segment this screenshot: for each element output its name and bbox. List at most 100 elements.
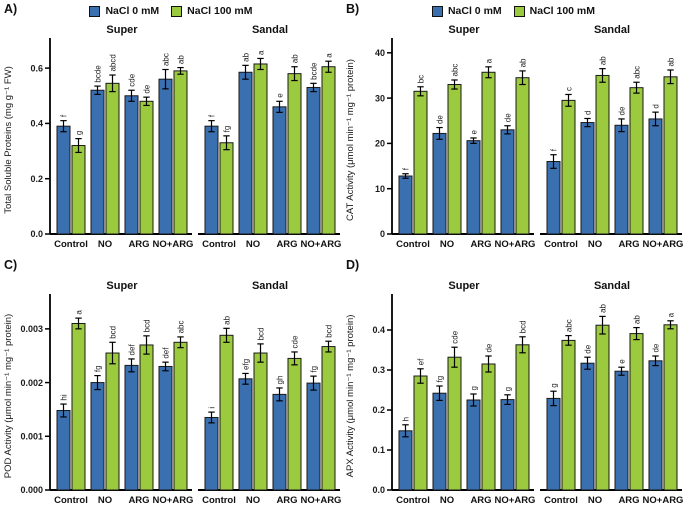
- legend-swatch-nacl100-icon: [171, 5, 183, 17]
- x-category-label: Control: [396, 495, 430, 506]
- bar: [287, 357, 302, 491]
- sig-label: ab: [519, 58, 528, 67]
- y-tick-label: 0.0: [372, 485, 385, 495]
- bar: [90, 89, 105, 235]
- sig-label: f: [402, 167, 411, 170]
- legend: NaCl 0 mM NaCl 100 mM: [89, 5, 253, 17]
- sig-label: e: [276, 93, 285, 98]
- bar: [105, 82, 120, 235]
- bar: [71, 322, 86, 491]
- y-tick-label: 0.4: [30, 119, 43, 129]
- bar: [413, 375, 428, 491]
- x-category-label: ARG: [276, 239, 297, 250]
- sig-label: bcde: [94, 65, 103, 83]
- sig-label: ab: [291, 54, 300, 63]
- x-category-label: NO: [98, 239, 112, 250]
- bar: [321, 66, 336, 235]
- y-axis-title: APX Activity (μmol min⁻¹ mg⁻¹ protein): [345, 315, 356, 478]
- bar: [413, 90, 428, 235]
- y-tick-label: 0.6: [30, 63, 43, 73]
- sig-label: f: [208, 114, 217, 117]
- legend-swatch-nacl100-icon: [513, 5, 525, 17]
- bar: [105, 352, 120, 491]
- facet-title: Super: [448, 280, 480, 292]
- legend-swatch-nacl0-icon: [431, 5, 443, 17]
- bar: [139, 344, 154, 491]
- x-category-label: NO+ARG: [301, 495, 342, 506]
- bar: [398, 430, 413, 491]
- bar: [158, 78, 173, 235]
- bar: [595, 324, 610, 491]
- bar: [173, 70, 188, 235]
- y-tick-label: 0.2: [30, 174, 43, 184]
- sig-label: efg: [242, 359, 251, 370]
- bar: [56, 125, 71, 235]
- sig-label: ab: [599, 56, 608, 65]
- sig-label: de: [504, 113, 513, 122]
- sig-label: cde: [291, 335, 300, 348]
- y-axis-title: CAT Activity (μmol min⁻¹ mg⁻¹ protein): [345, 59, 356, 221]
- y-tick-label: 0.001: [20, 431, 43, 441]
- bar: [238, 378, 253, 491]
- panel-d-chart: 0.0 0.1 0.2 0.3 0.4 APX Activity (μmol min⁻¹ …: [345, 280, 683, 506]
- bar: [561, 339, 576, 491]
- y-tick-label: 0.0: [30, 229, 43, 239]
- bar: [398, 175, 413, 235]
- x-category-label: NO+ARG: [495, 239, 536, 250]
- bar: [204, 125, 219, 235]
- bar: [500, 399, 515, 491]
- panel-c: C) 0.000 0.001 0.002 0.003 POD Activity (μmo…: [0, 256, 342, 512]
- x-category-label: ARG: [618, 239, 639, 250]
- sig-label: fg: [436, 376, 445, 383]
- sig-label: e: [618, 359, 627, 364]
- x-category-label: ARG: [128, 239, 149, 250]
- panel-a-header: A) NaCl 0 mM NaCl 100 mM: [0, 0, 342, 20]
- bar: [204, 416, 219, 491]
- sig-label: cde: [128, 73, 137, 86]
- y-tick-label: 20: [375, 139, 385, 149]
- bar: [124, 364, 139, 491]
- sig-label: h: [402, 417, 411, 421]
- facet-title: Sandal: [594, 280, 630, 292]
- legend-item-nacl100: NaCl 100 mM: [513, 5, 595, 17]
- bar: [629, 87, 644, 235]
- bar: [515, 344, 530, 491]
- sig-label: ef: [417, 358, 426, 365]
- sig-label: a: [75, 310, 84, 315]
- x-category-label: ARG: [470, 495, 491, 506]
- sig-label: ab: [177, 55, 186, 64]
- sig-label: a: [667, 312, 676, 317]
- y-tick-label: 0.1: [372, 445, 385, 455]
- bar: [253, 352, 268, 491]
- legend-item-nacl0: NaCl 0 mM: [89, 5, 159, 17]
- bar: [648, 118, 663, 235]
- y-tick-label: 10: [375, 184, 385, 194]
- bar: [546, 397, 561, 491]
- x-category-label: NO: [440, 495, 454, 506]
- sig-label: bcd: [109, 326, 118, 339]
- bar: [614, 124, 629, 235]
- y-tick-label: 30: [375, 93, 385, 103]
- sig-label: g: [504, 387, 513, 391]
- sig-label: gh: [276, 376, 285, 385]
- legend-label: NaCl 0 mM: [447, 5, 502, 17]
- bar: [124, 95, 139, 235]
- bar: [481, 71, 496, 235]
- facet-title: Sandal: [594, 24, 630, 36]
- panel-c-label: C): [4, 258, 18, 272]
- bar: [272, 393, 287, 491]
- sig-label: de: [652, 343, 661, 352]
- bar: [219, 334, 234, 491]
- bar: [466, 399, 481, 491]
- x-category-label: NO+ARG: [643, 239, 684, 250]
- bar: [663, 76, 678, 235]
- bar: [629, 333, 644, 491]
- sig-label: abc: [565, 319, 574, 332]
- panel-c-chart: 0.000 0.001 0.002 0.003 POD Activity (μmol m…: [3, 280, 342, 506]
- legend-label: NaCl 100 mM: [187, 5, 253, 17]
- bar: [306, 382, 321, 491]
- facet-title: Sandal: [252, 24, 288, 36]
- legend: NaCl 0 mM NaCl 100 mM: [431, 5, 595, 17]
- bar: [238, 71, 253, 235]
- bar: [515, 77, 530, 235]
